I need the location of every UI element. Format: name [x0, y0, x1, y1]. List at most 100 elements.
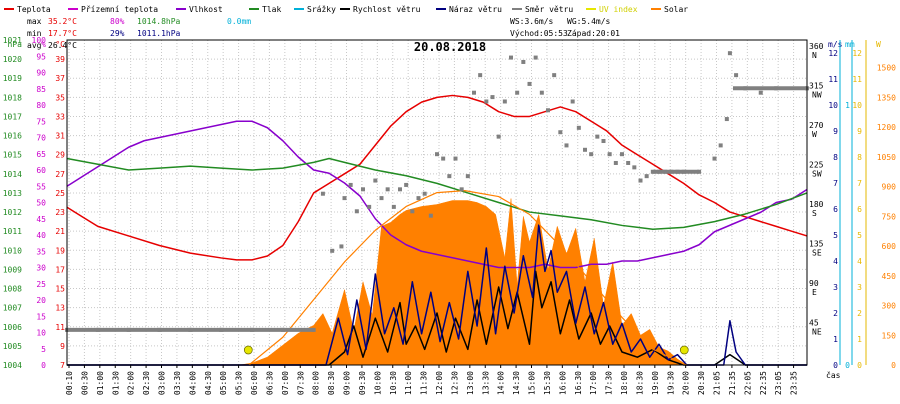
rain-axis-tick-label: 0 — [845, 361, 850, 370]
wind-direction-point — [379, 196, 384, 201]
uv-axis-tick-label: 11 — [852, 75, 862, 84]
pressure-axis-tick-label: 1015 — [3, 151, 22, 160]
wind-direction-point — [354, 209, 359, 214]
wind-direction-point — [509, 55, 513, 60]
wind-speed-axis-tick-label: 7 — [833, 179, 838, 188]
direction-axis-tick-label: 225 — [809, 160, 824, 169]
direction-axis-compass-label: NE — [812, 327, 822, 336]
wind-direction-point — [502, 99, 507, 104]
wind-direction-point — [515, 90, 520, 95]
uv-axis-tick-label: 10 — [852, 101, 862, 110]
wind-direction-point — [533, 55, 538, 60]
temperature-axis-tick-label: 17 — [55, 265, 65, 274]
pressure-axis-tick-label: 1006 — [3, 323, 22, 332]
temperature-axis-tick-label: 25 — [55, 189, 65, 198]
series-solar-area — [67, 198, 807, 366]
pressure-axis-tick-label: 1004 — [3, 361, 22, 370]
axes: 00:10 00:30 01:00 01:30 02:00 02:30 03:00 03:30… — [3, 36, 896, 395]
wind-direction-point — [570, 99, 575, 104]
wind-direction-point — [595, 134, 600, 139]
wind-direction-point — [391, 204, 396, 209]
wind-direction-point — [607, 152, 612, 157]
humidity-axis-tick-label: 60 — [36, 166, 46, 175]
sun-marker — [679, 345, 689, 355]
humidity-axis-tick-label: 25 — [36, 280, 46, 289]
humidity-axis-tick-label: 80 — [36, 101, 46, 110]
time-tick-label: 04:00 — [188, 371, 197, 395]
wind-direction-point — [330, 248, 335, 253]
time-tick-label: 06:00 — [250, 371, 259, 395]
uv-axis-tick-label: 2 — [857, 309, 862, 318]
wind-direction-point — [490, 95, 495, 100]
legend-label: Přízemní teplota — [81, 5, 158, 14]
uv-axis-tick-label: 4 — [857, 257, 862, 266]
time-tick-label: 13:30 — [481, 371, 490, 395]
wind-speed-axis-tick-label: 6 — [833, 205, 838, 214]
time-tick-label: 03:30 — [173, 371, 182, 395]
pressure-axis-tick-label: 1012 — [3, 208, 22, 217]
time-tick-label: 03:00 — [158, 371, 167, 395]
wind-speed-axis-tick-label: 12 — [828, 49, 838, 58]
wind-direction-point — [410, 209, 415, 214]
solar-axis-tick-label: 750 — [882, 212, 897, 221]
wind-direction-point — [361, 187, 365, 192]
wind-direction-point — [626, 160, 631, 165]
humidity-axis-label: % — [41, 40, 46, 49]
time-tick-label: 17:30 — [605, 371, 614, 395]
temperature-axis-tick-label: 23 — [55, 208, 65, 217]
humidity-axis-tick-label: 35 — [36, 247, 46, 256]
direction-axis-compass-label: W — [812, 130, 817, 139]
uv-axis-tick-label: 12 — [852, 49, 862, 58]
stat-wind-speed: WS:3.6m/s — [510, 17, 554, 26]
time-tick-label: 13:00 — [466, 371, 475, 395]
temperature-axis-tick-label: 33 — [55, 112, 65, 121]
series-tlak-line — [66, 157, 808, 231]
wind-speed-axis-tick-label: 3 — [833, 283, 838, 292]
pressure-axis-tick-label: 1009 — [3, 265, 22, 274]
wind-direction-point — [404, 182, 409, 187]
stat-min-label: min — [27, 29, 42, 38]
wind-speed-axis-tick-label: 2 — [833, 309, 838, 318]
wind-direction-point — [727, 51, 732, 56]
humidity-axis-tick-label: 70 — [36, 134, 46, 143]
uv-axis-tick-label: 8 — [857, 153, 862, 162]
time-tick-label: 20:30 — [697, 371, 706, 395]
wind-direction-point — [718, 143, 723, 148]
legend-label: Směr větru — [525, 5, 573, 14]
humidity-axis-tick-label: 55 — [36, 182, 46, 191]
wind-direction-point — [552, 73, 557, 78]
temperature-axis-tick-label: 21 — [55, 227, 65, 236]
stat-max-humidity: 80% — [110, 17, 125, 26]
time-tick-label: 21:35 — [728, 371, 737, 395]
wind-speed-axis-tick-label: 10 — [828, 101, 838, 110]
wind-direction-point — [416, 196, 421, 201]
wind-direction-point — [478, 73, 483, 78]
wind-direction-point — [367, 204, 372, 209]
solar-axis-tick-label: 150 — [882, 331, 897, 340]
humidity-axis-tick-label: 65 — [36, 150, 46, 159]
humidity-axis-tick-label: 95 — [36, 52, 46, 61]
time-tick-label: 07:00 — [281, 371, 290, 395]
time-tick-label: 18:30 — [635, 371, 644, 395]
stat-rain: 0.0mm — [227, 17, 251, 26]
grid — [67, 40, 807, 366]
sun-marker — [243, 345, 253, 355]
wind-direction-point — [342, 196, 347, 201]
time-tick-label: 08:00 — [312, 371, 321, 395]
uv-axis-tick-label: 7 — [857, 179, 862, 188]
solar-axis-tick-label: 1500 — [877, 64, 896, 73]
pressure-axis-tick-label: 1005 — [3, 342, 22, 351]
stat-min-pressure: 1011.1hPa — [137, 29, 181, 38]
pressure-axis-label: hPa — [8, 40, 23, 49]
wind-direction-point — [724, 117, 729, 122]
series-lines — [66, 94, 808, 366]
wind-speed-axis-tick-label: 0 — [833, 361, 838, 370]
stat-max-label: max — [27, 17, 42, 26]
wind-direction-point — [447, 174, 452, 179]
time-tick-label: 10:00 — [373, 371, 382, 395]
time-tick-label: 22:35 — [759, 371, 768, 395]
wind-direction-point — [527, 81, 532, 86]
time-tick-label: 22:05 — [743, 371, 752, 395]
wind-direction-point — [583, 147, 587, 152]
